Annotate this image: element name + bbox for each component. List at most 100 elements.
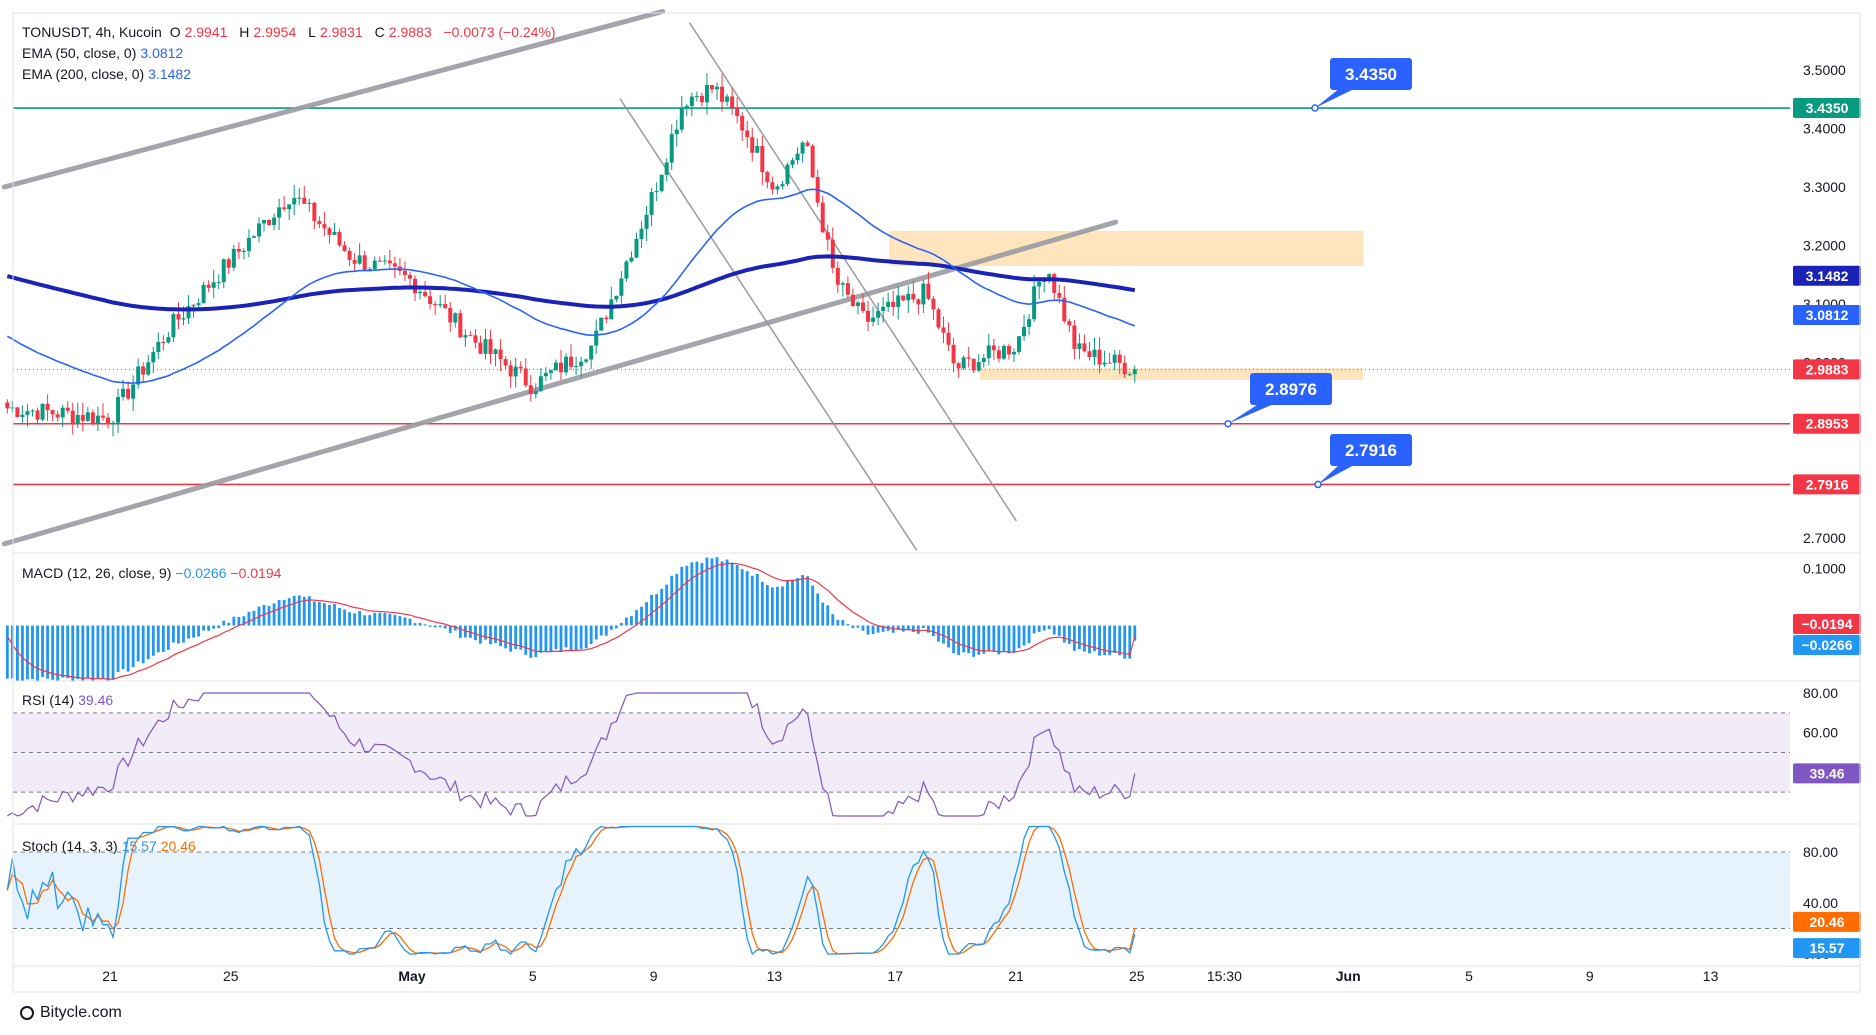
macd-bar bbox=[242, 616, 246, 626]
macd-bar bbox=[302, 596, 306, 626]
candle-body bbox=[20, 414, 25, 417]
candle-body bbox=[881, 306, 886, 312]
candle-body bbox=[725, 96, 730, 102]
macd-bar bbox=[881, 625, 885, 632]
time-tick-label: 9 bbox=[1586, 968, 1594, 984]
macd-bar bbox=[750, 575, 754, 626]
macd-bar bbox=[227, 622, 231, 626]
time-tick-label: 13 bbox=[767, 968, 783, 984]
macd-bar bbox=[1022, 625, 1026, 646]
candle-body bbox=[221, 259, 226, 283]
candle-body bbox=[418, 292, 423, 294]
candle-body bbox=[755, 146, 760, 153]
callout-anchor bbox=[1314, 480, 1322, 489]
macd-bar bbox=[619, 622, 623, 626]
open-label: O 2.9941 bbox=[169, 24, 228, 40]
candle-body bbox=[226, 259, 231, 268]
stoch-tag bbox=[1793, 911, 1861, 932]
macd-bar bbox=[942, 625, 945, 644]
macd-bar bbox=[438, 625, 442, 628]
candle-body bbox=[407, 274, 412, 279]
macd-bar bbox=[670, 575, 674, 626]
candle-body bbox=[297, 197, 302, 199]
price-tick-label: 3.5000 bbox=[1803, 62, 1846, 78]
macd-bar bbox=[15, 625, 19, 682]
macd-bar bbox=[755, 573, 759, 626]
macd-bar bbox=[554, 625, 558, 650]
macd-bar bbox=[192, 625, 195, 638]
time-tick-label: 21 bbox=[1008, 968, 1024, 984]
price-tag bbox=[1793, 474, 1861, 495]
macd-bar bbox=[1128, 625, 1132, 659]
macd-bar bbox=[373, 612, 377, 626]
candle-body bbox=[60, 407, 65, 418]
macd-bar bbox=[725, 559, 729, 626]
candle-body bbox=[558, 362, 563, 373]
macd-bar bbox=[962, 625, 966, 653]
macd-bar bbox=[101, 625, 105, 679]
candle-body bbox=[100, 415, 105, 418]
trend-channels bbox=[1, 9, 1119, 551]
macd-bar bbox=[212, 625, 216, 629]
candle-body bbox=[75, 414, 80, 424]
candle-body bbox=[483, 339, 488, 354]
candle-body bbox=[136, 366, 141, 385]
demand-supply-zones bbox=[889, 230, 1364, 381]
macd-bar bbox=[584, 625, 588, 649]
macd-bar bbox=[589, 625, 593, 645]
candle-body bbox=[357, 255, 362, 264]
change-label: −0.0073 (−0.24%) bbox=[443, 24, 556, 40]
candle-body bbox=[553, 362, 558, 371]
macd-bar bbox=[901, 625, 905, 632]
candle-body bbox=[538, 376, 543, 391]
candle-body bbox=[272, 217, 277, 225]
macd-bar bbox=[836, 619, 840, 626]
candle-body bbox=[1027, 319, 1032, 327]
price-axis: 3.50003.40003.30003.20003.10003.00002.70… bbox=[1793, 62, 1861, 962]
stoch-band bbox=[13, 852, 1790, 929]
macd-bar bbox=[458, 625, 462, 638]
candle-body bbox=[498, 349, 503, 360]
price-tag-label: 2.8953 bbox=[1806, 416, 1849, 432]
candle-body bbox=[85, 412, 90, 421]
candle-body bbox=[674, 129, 679, 135]
macd-bar bbox=[479, 625, 482, 644]
candle-body bbox=[1082, 343, 1087, 352]
callout-box bbox=[1330, 58, 1412, 90]
macd-bar bbox=[297, 595, 301, 626]
macd-bar bbox=[539, 625, 543, 653]
candle-body bbox=[1127, 374, 1132, 376]
candle-body bbox=[845, 283, 850, 295]
macd-bar bbox=[428, 625, 432, 627]
macd-bar bbox=[987, 625, 991, 651]
candle-body bbox=[911, 293, 916, 300]
price-tag-label: 3.4350 bbox=[1806, 100, 1849, 116]
macd-bar bbox=[770, 587, 774, 626]
candle-body bbox=[785, 164, 790, 185]
callout-anchor bbox=[1311, 104, 1319, 112]
macd-bar bbox=[81, 625, 85, 681]
stoch-tick-label: 40.00 bbox=[1803, 895, 1838, 911]
ema200-legend: EMA (200, close, 0) 3.1482 bbox=[22, 66, 191, 82]
candle-body bbox=[770, 182, 775, 190]
macd-bar bbox=[343, 609, 346, 626]
macd-bar bbox=[1067, 625, 1071, 644]
macd-bar bbox=[156, 625, 160, 653]
candle-body bbox=[367, 268, 372, 270]
macd-bar bbox=[328, 604, 331, 626]
candle-body bbox=[347, 250, 352, 260]
candle-body bbox=[926, 283, 931, 299]
macd-bar bbox=[947, 625, 950, 648]
candle-body bbox=[307, 202, 312, 204]
candle-body bbox=[871, 317, 876, 322]
macd-bar bbox=[348, 612, 351, 626]
macd-bar bbox=[519, 625, 523, 650]
macd-bar bbox=[559, 625, 563, 653]
macd-bar bbox=[1017, 625, 1021, 649]
macd-bar bbox=[61, 625, 65, 678]
candle-body bbox=[589, 345, 594, 360]
price-tag bbox=[1793, 304, 1861, 325]
macd-bar bbox=[383, 612, 387, 626]
candle-body bbox=[1001, 346, 1006, 359]
